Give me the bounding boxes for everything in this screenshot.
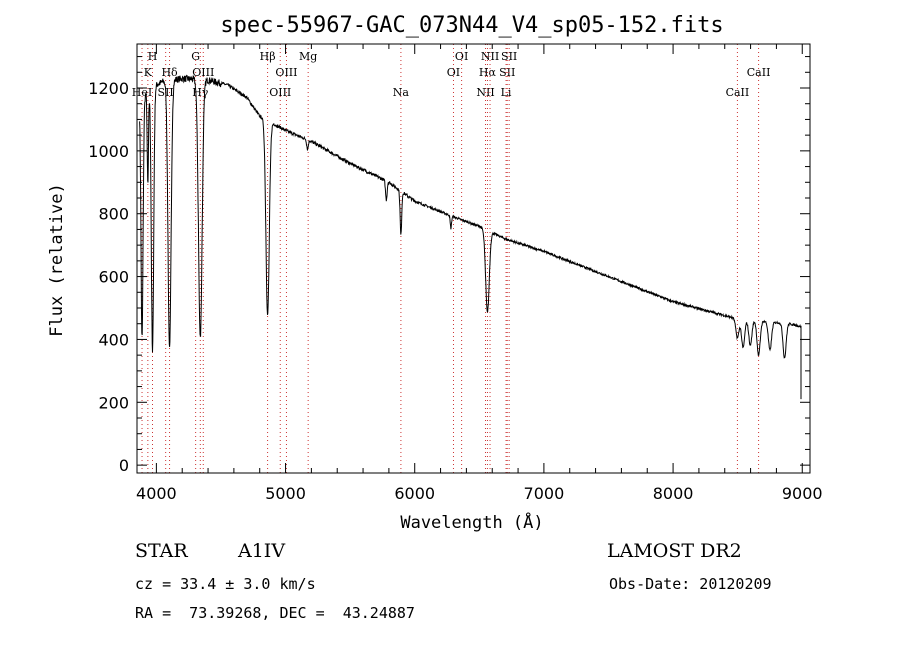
line-marker-label: OIII — [269, 86, 291, 99]
line-marker-label: Hα — [479, 66, 497, 79]
x-tick-label: 6000 — [394, 484, 435, 503]
line-marker-label: SII — [499, 66, 515, 79]
x-tick-label: 5000 — [265, 484, 306, 503]
object-subclass: A1IV — [238, 540, 286, 562]
x-tick-label: 4000 — [136, 484, 177, 503]
plot-frame — [136, 43, 811, 474]
axes: 4000 5000 6000 7000 8000 9000 0 200 400 600 800 100… — [88, 44, 823, 503]
line-marker-label: Mg — [299, 50, 317, 63]
x-tick-label: 7000 — [524, 484, 565, 503]
y-tick-label: 600 — [98, 268, 129, 287]
line-marker-label: Li — [501, 86, 512, 99]
line-marker-label: OIII — [275, 66, 297, 79]
line-marker-label: G — [191, 50, 200, 63]
line-marker-label: Hβ — [260, 50, 276, 63]
line-marker-label: OI — [447, 66, 460, 79]
y-tick-label: 400 — [98, 330, 129, 349]
line-marker-label: NII — [476, 86, 494, 99]
y-axis-label: Flux (relative) — [47, 183, 67, 337]
y-tick-label: 1000 — [88, 142, 129, 161]
redshift-cz: cz = 33.4 ± 3.0 km/s — [135, 575, 316, 593]
survey-name: LAMOST DR2 — [607, 540, 742, 562]
x-tick-label: 8000 — [653, 484, 694, 503]
y-tick-label: 200 — [98, 393, 129, 412]
line-marker-label: K — [144, 66, 153, 79]
y-tick-label: 0 — [119, 456, 129, 475]
line-marker-label: OIII — [192, 66, 214, 79]
line-marker-label: Hδ — [161, 66, 178, 79]
line-marker-label: NII — [481, 50, 499, 63]
spectrum-line — [139, 74, 802, 400]
line-marker-label: CaII — [747, 66, 771, 79]
spectrum-series — [139, 74, 802, 400]
line-marker-label: SII — [501, 50, 517, 63]
x-tick-label: 9000 — [782, 484, 823, 503]
line-marker-label: H — [148, 50, 158, 63]
x-axis-label: Wavelength (Å) — [400, 511, 543, 533]
chart-title: spec-55967-GAC_073N44_V4_sp05-152.fits — [220, 13, 723, 38]
sky-coordinates: RA = 73.39268, DEC = 43.24887 — [135, 604, 415, 622]
line-marker-label: Hγ — [192, 86, 209, 99]
object-class: STAR — [135, 540, 188, 562]
line-marker-label: CaII — [726, 86, 750, 99]
y-tick-label: 1200 — [88, 79, 129, 98]
observation-date: Obs-Date: 20120209 — [609, 575, 772, 593]
line-marker-label: OI — [455, 50, 468, 63]
line-marker-label: Na — [393, 86, 410, 99]
y-tick-label: 800 — [98, 205, 129, 224]
line-markers: HeIKHSIIHδGHγOIIIHβOIIIOIIIMgNaOIOINIIHα… — [132, 44, 771, 473]
